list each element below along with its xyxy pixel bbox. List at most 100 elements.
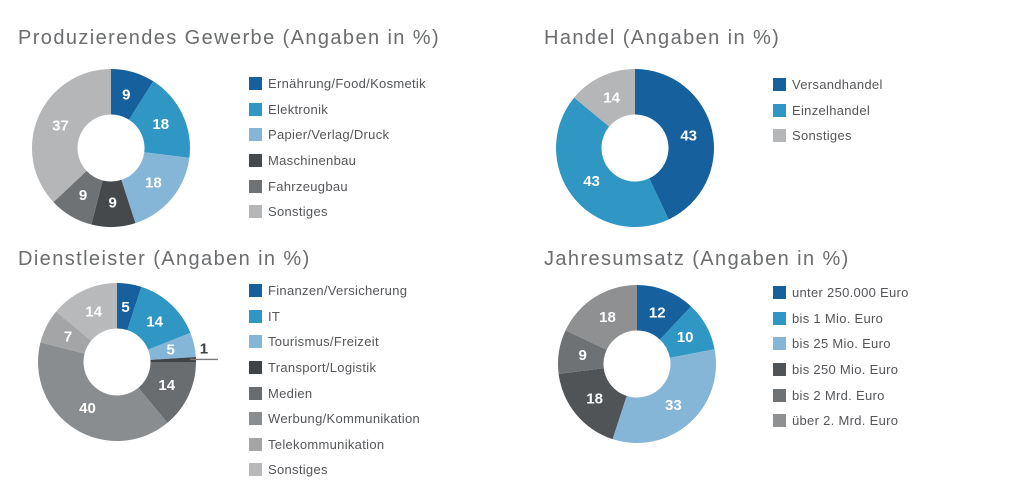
donut-slice-Transport/Logistik [150,357,197,362]
donut-produzierendes-gewerbe: 9 18 18 9 9 37 [32,69,190,227]
slice-value-label: 5 [121,299,129,316]
legend-item-label: Fahrzeugbau [268,178,348,194]
legend-item-label: Elektronik [268,101,329,117]
slice-value-label: 37 [52,118,69,135]
legend-color-swatch [249,386,262,400]
donut-slice-Sonstiges [574,69,635,127]
legend-color-swatch [249,154,262,168]
legend-item: Tourismus/Freizeit [249,329,420,355]
legend-item: Versandhandel [773,72,883,98]
legend-item-label: bis 250 Mio. Euro [792,362,899,378]
donut-slice-Sonstiges [56,283,117,341]
chart-title-produzierendes-gewerbe: Produzierendes Gewerbe (Angaben in %) [18,27,441,49]
legend-color-swatch [773,414,786,428]
legend-item-label: Transport/Logistik [268,360,377,376]
donut-slice-bis 250 Mio. Euro [558,368,627,440]
legend-color-swatch [773,337,786,351]
legend-item: bis 250 Mio. Euro [773,357,909,383]
legend-color-swatch [249,284,262,298]
donut-slice-Tourismus/Freizeit [148,332,196,360]
slice-value-label: 43 [583,173,600,190]
slice-value-label: 9 [579,347,587,364]
legend-color-swatch [249,179,262,193]
legend-item: Maschinenbau [249,148,426,174]
slice-value-label: 43 [680,128,697,145]
legend-item: Elektronik [249,97,426,123]
legend-item-label: Werbung/Kommunikation [268,411,421,427]
donut-slice-bis 2 Mrd. Euro [558,330,607,374]
legend-item: bis 2 Mrd. Euro [773,382,909,408]
slice-value-label: 14 [158,377,175,394]
legend-item-label: Telekommunikation [268,436,385,452]
legend-item-label: Sonstiges [792,128,852,144]
slice-value-label: 18 [145,175,162,192]
legend-color-swatch [773,363,786,377]
legend-color-swatch [249,335,262,349]
donut-slice-Sonstiges [32,69,112,203]
legend-item-label: bis 2 Mrd. Euro [792,387,885,403]
legend-item-label: bis 25 Mio. Euro [792,336,891,352]
legend-item-label: Einzelhandel [792,102,871,118]
legend-item-label: IT [268,308,281,324]
slice-value-label: 12 [649,304,666,321]
donut-handel: 43 43 14 [556,69,714,228]
donut-slice-bis 1 Mio. Euro [659,306,715,358]
donut-slice-Versandhandel [635,69,714,220]
legend-color-swatch [773,286,786,300]
legend-color-swatch [249,102,262,116]
slice-value-label: 10 [677,329,694,346]
donut-slice-Medien [138,362,196,423]
legend-item: Transport/Logistik [249,355,420,381]
donut-slice-Papier/Verlag/Druck [121,152,190,224]
slice-value-callout-label: 1 [200,340,208,357]
slice-value-label: 14 [146,313,163,330]
legend-item: Papier/Verlag/Druck [249,122,426,148]
legend-color-swatch [773,103,786,117]
donut-slice-Werbung/Kommunikation [37,342,168,442]
donut-slice-über 2. Mrd. Euro [565,285,637,350]
legend-item-label: Maschinenbau [268,153,357,169]
chart-title-dienstleister: Dienstleister (Angaben in %) [18,248,311,270]
legend-color-swatch [773,129,786,143]
legend-item: Ernährung/Food/Kosmetik [249,71,426,97]
legend-item: Sonstiges [249,457,420,483]
legend-item-label: unter 250.000 Euro [792,285,909,301]
donut-slice-unter 250.000 Euro [637,285,692,340]
donut-slice-Elektronik [128,81,190,158]
legend-color-swatch [249,205,262,219]
slice-value-label: 40 [79,400,96,417]
chart-legend-jahresumsatz: unter 250.000 Euro bis 1 Mio. Euro bis 25 … [773,280,909,434]
slice-value-label: 18 [152,116,169,133]
donut-slice-Fahrzeugbau [53,170,103,225]
legend-item-label: bis 1 Mio. Euro [792,310,884,326]
legend-item-label: Sonstiges [268,204,328,220]
donut-slice-bis 25 Mio. Euro [612,349,717,444]
legend-color-swatch [249,437,262,451]
donut-jahresumsatz: 12 10 33 18 9 18 [558,285,717,444]
slice-value-label: 18 [586,391,603,408]
slice-value-label: 18 [599,309,616,326]
chart-legend-handel: Versandhandel Einzelhandel Sonstiges [773,72,883,149]
legend-item: Sonstiges [773,123,883,149]
donut-slice-Maschinenbau [91,179,136,227]
legend-color-swatch [249,361,262,375]
legend-item-label: Finanzen/Versicherung [268,283,408,299]
legend-item: Werbung/Kommunikation [249,406,420,432]
legend-item-label: über 2. Mrd. Euro [792,413,899,429]
legend-item: über 2. Mrd. Euro [773,408,909,434]
chart-legend-dienstleister: Finanzen/Versicherung IT Tourismus/Freizei… [249,278,420,483]
donut-slice-Ernährung/Food/Kosmetik [111,69,154,120]
legend-item: IT [249,304,420,330]
legend-color-swatch [249,463,262,477]
slice-value-label: 9 [122,87,130,104]
chart-title-jahresumsatz: Jahresumsatz (Angaben in %) [544,248,850,270]
slice-value-label: 14 [603,90,620,107]
slice-value-label: 14 [85,304,102,321]
slice-value-label: 33 [665,397,682,414]
legend-item: bis 25 Mio. Euro [773,331,909,357]
chart-title-handel: Handel (Angaben in %) [544,27,781,49]
legend-item: Einzelhandel [773,98,883,124]
donut-slice-IT [127,286,191,350]
